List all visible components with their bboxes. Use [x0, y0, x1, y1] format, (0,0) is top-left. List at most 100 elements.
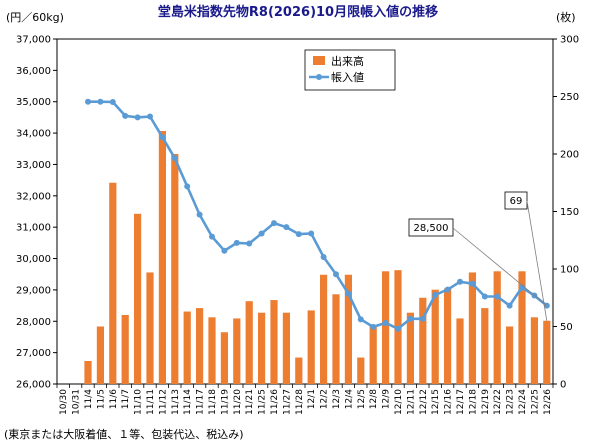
- volume-bar: [158, 131, 166, 384]
- plot-area: [56, 38, 554, 385]
- settlement-point: [283, 224, 290, 231]
- callout-box-settlement: [408, 218, 454, 237]
- x-tick-label: 10/31: [72, 389, 82, 415]
- x-tick-label: 11/27: [282, 389, 292, 415]
- left-tick-label: 36,000: [16, 66, 51, 77]
- left-tick-label: 35,000: [16, 97, 51, 108]
- volume-bar: [109, 182, 117, 384]
- volume-bar: [134, 213, 142, 384]
- left-tick-label: 27,000: [16, 348, 51, 359]
- x-tick-label: 12/24: [518, 389, 528, 415]
- x-tick-label: 11/4: [84, 389, 94, 409]
- right-tick-label: 150: [560, 207, 579, 218]
- right-tick-label: 0: [560, 380, 566, 391]
- right-tick-label: 50: [560, 322, 573, 333]
- left-tick-label: 30,000: [16, 254, 51, 265]
- x-tick-label: 11/28: [295, 389, 305, 415]
- settlement-point: [382, 319, 389, 326]
- volume-bar: [233, 318, 241, 384]
- x-tick-label: 11/19: [220, 389, 230, 415]
- x-tick-label: 12/8: [369, 389, 379, 409]
- x-axis: 10/30 10/31 11/4 11/5 11/6 11/7 11/10 11/11 11/1…: [56, 384, 554, 415]
- volume-bar: [320, 274, 328, 384]
- x-tick-label: 12/16: [444, 389, 454, 415]
- x-tick-label: 12/2: [320, 389, 330, 409]
- x-tick-label: 12/18: [468, 389, 478, 415]
- callout-box-volume: [504, 191, 528, 210]
- x-tick-label: 12/11: [406, 389, 416, 415]
- footnote: (東京または大阪着値、１等、包装代込、税込み): [4, 427, 244, 441]
- settlement-point: [97, 98, 104, 105]
- x-tick-label: 11/18: [208, 389, 218, 415]
- settlement-point: [333, 271, 339, 278]
- right-tick-label: 250: [560, 92, 579, 103]
- callout-volume-label: 69: [510, 196, 523, 207]
- settlement-point: [221, 247, 228, 254]
- left-tick-label: 33,000: [16, 160, 51, 171]
- volume-bar: [456, 318, 464, 384]
- settlement-point: [395, 325, 401, 332]
- volume-bar: [481, 308, 489, 384]
- volume-bar: [295, 357, 303, 384]
- settlement-point: [134, 114, 141, 121]
- legend-label-volume: 出来高: [331, 54, 364, 68]
- volume-bar: [196, 308, 204, 384]
- x-tick-label: 11/21: [245, 389, 255, 415]
- volume-bar: [530, 317, 538, 384]
- settlement-point: [308, 230, 315, 237]
- settlement-line: [85, 98, 550, 332]
- volume-bar: [357, 357, 365, 384]
- volume-bar: [270, 300, 278, 384]
- settlement-point: [432, 291, 439, 298]
- settlement-point: [506, 302, 513, 309]
- x-tick-label: 11/6: [109, 389, 119, 409]
- volume-bar: [183, 311, 191, 384]
- x-tick-label: 12/22: [493, 389, 503, 415]
- volume-bar: [84, 361, 92, 384]
- x-tick-label: 12/9: [382, 389, 392, 409]
- x-tick-label: 12/4: [344, 389, 354, 409]
- settlement-point: [233, 239, 240, 246]
- settlement-point: [444, 286, 451, 293]
- x-tick-label: 11/11: [146, 389, 156, 415]
- settlement-point: [171, 155, 178, 162]
- x-tick-label: 12/3: [332, 389, 342, 409]
- x-tick-label: 11/5: [96, 389, 106, 409]
- volume-bar: [493, 271, 501, 384]
- settlement-point: [457, 278, 463, 285]
- settlement-point: [357, 316, 364, 323]
- settlement-point: [184, 183, 191, 190]
- x-tick-label: 12/5: [357, 389, 367, 409]
- legend-bar-swatch: [313, 56, 325, 65]
- x-tick-label: 12/25: [530, 389, 540, 415]
- volume-bar: [419, 297, 427, 384]
- legend: 出来高 帳入値: [304, 49, 396, 91]
- settlement-point: [209, 233, 215, 240]
- settlement-point: [370, 323, 377, 330]
- callout-leader-volume: [526, 200, 548, 321]
- right-axis: 0 50 100 150 200 250 300: [553, 35, 579, 391]
- settlement-point: [407, 315, 414, 322]
- volume-bar: [96, 326, 104, 384]
- legend-line-marker: [316, 74, 322, 80]
- settlement-point: [109, 99, 116, 106]
- x-tick-label: 11/13: [171, 389, 181, 415]
- x-tick-label: 11/14: [183, 389, 193, 415]
- legend-label-settlement: 帳入値: [331, 70, 364, 84]
- settlement-point: [494, 293, 501, 300]
- x-tick-label: 11/20: [233, 389, 243, 415]
- settlement-point: [345, 290, 352, 297]
- x-tick-label: 11/7: [121, 389, 131, 409]
- volume-bars: [84, 131, 551, 384]
- x-tick-label: 11/25: [258, 389, 268, 415]
- x-tick-label: 12/23: [506, 389, 516, 415]
- right-tick-label: 300: [560, 35, 579, 46]
- left-tick-label: 29,000: [16, 285, 51, 296]
- callout-leader-settlement: [452, 227, 548, 306]
- settlement-point: [295, 231, 302, 238]
- volume-bar: [406, 312, 414, 384]
- volume-bar: [245, 301, 253, 384]
- x-tick-label: 12/17: [456, 389, 466, 415]
- callouts: 28,500 69: [408, 191, 548, 321]
- settlement-point: [246, 240, 253, 247]
